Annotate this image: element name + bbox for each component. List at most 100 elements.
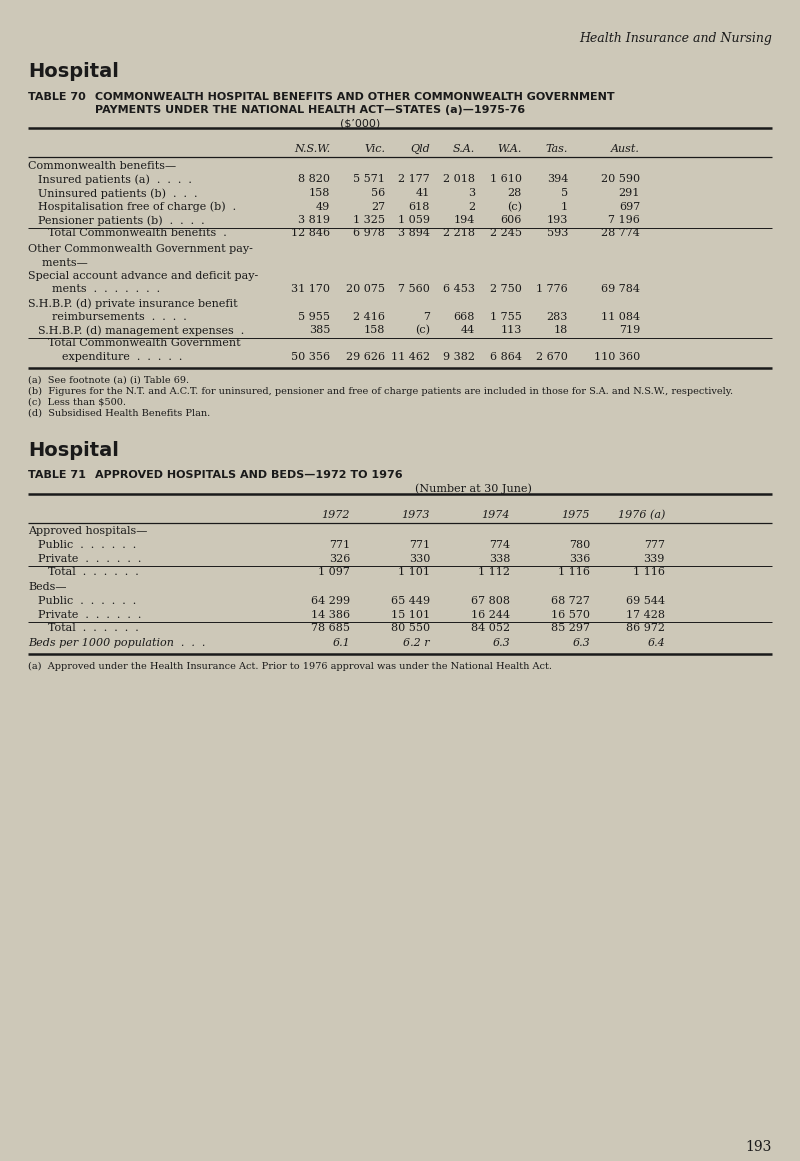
Text: 6.1: 6.1 — [332, 639, 350, 649]
Text: 113: 113 — [501, 325, 522, 336]
Text: 668: 668 — [454, 311, 475, 322]
Text: 5: 5 — [561, 188, 568, 199]
Text: 6.2 r: 6.2 r — [403, 639, 430, 649]
Text: 16 570: 16 570 — [551, 610, 590, 620]
Text: 85 297: 85 297 — [551, 623, 590, 633]
Text: 283: 283 — [546, 311, 568, 322]
Text: 15 101: 15 101 — [391, 610, 430, 620]
Text: W.A.: W.A. — [498, 144, 522, 154]
Text: 56: 56 — [370, 188, 385, 199]
Text: 193: 193 — [746, 1140, 772, 1154]
Text: 86 972: 86 972 — [626, 623, 665, 633]
Text: Public  .  .  .  .  .  .: Public . . . . . . — [38, 596, 136, 606]
Text: 606: 606 — [501, 215, 522, 225]
Text: 65 449: 65 449 — [391, 596, 430, 606]
Text: 1 776: 1 776 — [536, 284, 568, 295]
Text: 330: 330 — [409, 554, 430, 563]
Text: Hospital: Hospital — [28, 62, 119, 81]
Text: (c): (c) — [507, 202, 522, 211]
Text: Hospitalisation free of charge (b)  .: Hospitalisation free of charge (b) . — [38, 202, 236, 212]
Text: 29 626: 29 626 — [346, 352, 385, 362]
Text: 78 685: 78 685 — [311, 623, 350, 633]
Text: 44: 44 — [461, 325, 475, 336]
Text: expenditure  .  .  .  .  .: expenditure . . . . . — [48, 352, 182, 362]
Text: 2 750: 2 750 — [490, 284, 522, 295]
Text: Approved hospitals—: Approved hospitals— — [28, 526, 147, 536]
Text: 80 550: 80 550 — [391, 623, 430, 633]
Text: 5 955: 5 955 — [298, 311, 330, 322]
Text: Hospital: Hospital — [28, 441, 119, 461]
Text: (Number at 30 June): (Number at 30 June) — [415, 483, 532, 495]
Text: Other Commonwealth Government pay-: Other Commonwealth Government pay- — [28, 244, 253, 254]
Text: 719: 719 — [618, 325, 640, 336]
Text: Vic.: Vic. — [364, 144, 385, 154]
Text: 2: 2 — [468, 202, 475, 211]
Text: 394: 394 — [546, 174, 568, 185]
Text: reimbursements  .  .  .  .: reimbursements . . . . — [38, 311, 186, 322]
Text: COMMONWEALTH HOSPITAL BENEFITS AND OTHER COMMONWEALTH GOVERNMENT: COMMONWEALTH HOSPITAL BENEFITS AND OTHER… — [95, 92, 614, 102]
Text: 771: 771 — [329, 540, 350, 550]
Text: ments  .  .  .  .  .  .  .: ments . . . . . . . — [38, 284, 160, 295]
Text: S.A.: S.A. — [453, 144, 475, 154]
Text: 6.3: 6.3 — [572, 639, 590, 649]
Text: Beds—: Beds— — [28, 583, 66, 592]
Text: 14 386: 14 386 — [311, 610, 350, 620]
Text: 6.3: 6.3 — [492, 639, 510, 649]
Text: 1974: 1974 — [482, 510, 510, 519]
Text: Total  .  .  .  .  .  .: Total . . . . . . — [48, 623, 138, 633]
Text: 7 196: 7 196 — [608, 215, 640, 225]
Text: 64 299: 64 299 — [311, 596, 350, 606]
Text: 11 084: 11 084 — [601, 311, 640, 322]
Text: ments—: ments— — [28, 258, 88, 267]
Text: 27: 27 — [371, 202, 385, 211]
Text: 158: 158 — [364, 325, 385, 336]
Text: 2 670: 2 670 — [536, 352, 568, 362]
Text: (a)  See footnote (a) (i) Table 69.: (a) See footnote (a) (i) Table 69. — [28, 375, 189, 384]
Text: 771: 771 — [409, 540, 430, 550]
Text: 1 325: 1 325 — [353, 215, 385, 225]
Text: 6 453: 6 453 — [443, 284, 475, 295]
Text: 1 112: 1 112 — [478, 567, 510, 577]
Text: S.H.B.P. (d) private insurance benefit: S.H.B.P. (d) private insurance benefit — [28, 298, 238, 309]
Text: 110 360: 110 360 — [594, 352, 640, 362]
Text: 1 755: 1 755 — [490, 311, 522, 322]
Text: 2 245: 2 245 — [490, 229, 522, 238]
Text: 17 428: 17 428 — [626, 610, 665, 620]
Text: Uninsured patients (b)  .  .  .: Uninsured patients (b) . . . — [38, 188, 198, 199]
Text: ($’000): ($’000) — [340, 118, 380, 128]
Text: (a)  Approved under the Health Insurance Act. Prior to 1976 approval was under t: (a) Approved under the Health Insurance … — [28, 662, 552, 671]
Text: (c)  Less than $500.: (c) Less than $500. — [28, 397, 126, 406]
Text: Tas.: Tas. — [546, 144, 568, 154]
Text: 5 571: 5 571 — [353, 174, 385, 185]
Text: PAYMENTS UNDER THE NATIONAL HEALTH ACT—STATES (a)—1975-76: PAYMENTS UNDER THE NATIONAL HEALTH ACT—S… — [95, 104, 525, 115]
Text: 9 382: 9 382 — [443, 352, 475, 362]
Text: (c): (c) — [415, 325, 430, 336]
Text: 1 116: 1 116 — [633, 567, 665, 577]
Text: 69 784: 69 784 — [601, 284, 640, 295]
Text: (b)  Figures for the N.T. and A.C.T. for uninsured, pensioner and free of charge: (b) Figures for the N.T. and A.C.T. for … — [28, 387, 733, 396]
Text: 20 590: 20 590 — [601, 174, 640, 185]
Text: 194: 194 — [454, 215, 475, 225]
Text: 28 774: 28 774 — [601, 229, 640, 238]
Text: 41: 41 — [416, 188, 430, 199]
Text: Private  .  .  .  .  .  .: Private . . . . . . — [38, 554, 142, 563]
Text: TABLE 70: TABLE 70 — [28, 92, 86, 102]
Text: Special account advance and deficit pay-: Special account advance and deficit pay- — [28, 271, 258, 281]
Text: 158: 158 — [309, 188, 330, 199]
Text: APPROVED HOSPITALS AND BEDS—1972 TO 1976: APPROVED HOSPITALS AND BEDS—1972 TO 1976 — [95, 469, 402, 479]
Text: TABLE 71: TABLE 71 — [28, 469, 86, 479]
Text: 1972: 1972 — [322, 510, 350, 519]
Text: 326: 326 — [329, 554, 350, 563]
Text: Pensioner patients (b)  .  .  .  .: Pensioner patients (b) . . . . — [38, 215, 205, 225]
Text: 11 462: 11 462 — [391, 352, 430, 362]
Text: 20 075: 20 075 — [346, 284, 385, 295]
Text: 777: 777 — [644, 540, 665, 550]
Text: 1 059: 1 059 — [398, 215, 430, 225]
Text: 69 544: 69 544 — [626, 596, 665, 606]
Text: 8 820: 8 820 — [298, 174, 330, 185]
Text: 385: 385 — [309, 325, 330, 336]
Text: 2 218: 2 218 — [443, 229, 475, 238]
Text: 2 177: 2 177 — [398, 174, 430, 185]
Text: 593: 593 — [546, 229, 568, 238]
Text: 338: 338 — [489, 554, 510, 563]
